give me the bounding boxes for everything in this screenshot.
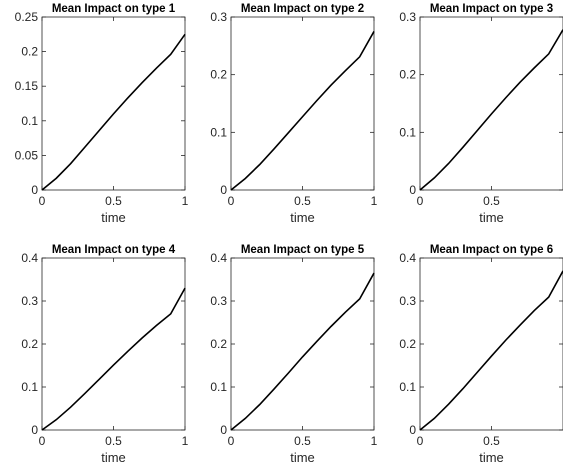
panel-3-ytick-label: 0.1 [399, 125, 416, 139]
panel-6-xtick-label: 0.5 [483, 434, 500, 448]
panel-5-ytick-label: 0.3 [210, 294, 227, 308]
panel-4-xtick-label: 1 [182, 434, 189, 448]
panel-4-ytick-label: 0.2 [21, 337, 38, 351]
panel-5-series-line [230, 272, 375, 431]
panel-4-ytick-label: 0.4 [21, 251, 38, 265]
panel-3-ytick-label: 0 [409, 183, 416, 197]
panel-6-ytick-label: 0.1 [399, 380, 416, 394]
panel-2-xtick-label: 1 [371, 194, 378, 208]
panel-6-ytick-label: 0.4 [399, 251, 416, 265]
panel-2-axes-box [230, 16, 375, 191]
panel-1-ytick-label: 0.15 [15, 79, 39, 93]
panel-6-xtick-label: 0 [417, 434, 424, 448]
panel-5-ytick-label: 0.2 [210, 337, 227, 351]
panel-2-series-line [230, 31, 375, 191]
panel-5-ytick-label: 0.1 [210, 380, 227, 394]
panel-6-series-line [419, 270, 563, 431]
panel-3-title: Mean Impact on type 3 [430, 3, 553, 15]
panel-5-xtick-label: 0 [228, 434, 235, 448]
panel-2-ytick-label: 0.2 [210, 68, 227, 82]
panel-1-axes-box [41, 16, 186, 191]
panel-1-ytick-label: 0.1 [21, 114, 38, 128]
panel-5-xtick-label: 1 [371, 434, 378, 448]
panel-2-xtick-label: 0 [228, 194, 235, 208]
panel-3-series-line [419, 29, 563, 191]
panel-5-ytick-label: 0 [220, 423, 227, 437]
panel-1-ytick-label: 0 [31, 183, 38, 197]
panel-2-ytick-label: 0.1 [210, 125, 227, 139]
panel-4-xtick-label: 0.5 [105, 434, 122, 448]
panel-4-ytick-label: 0.3 [21, 294, 38, 308]
panel-6-ytick-label: 0.3 [399, 294, 416, 308]
panel-3-xtick-label: 0 [417, 194, 424, 208]
panel-5-xlabel: time [290, 450, 315, 465]
panel-4-axes-box [41, 257, 186, 431]
panel-4-ytick-label: 0.1 [21, 380, 38, 394]
panel-2-ytick-label: 0.3 [210, 10, 227, 24]
panel-5-ytick-label: 0.4 [210, 251, 227, 265]
panel-3-axes-box [419, 16, 563, 191]
panel-1-xtick-label: 1 [182, 194, 189, 208]
panel-6-ytick-label: 0 [409, 423, 416, 437]
panel-1-xtick-label: 0.5 [105, 194, 122, 208]
panel-6: 0 0.1 0.2 0.3 0.4 0 0.5 Mean Impact on type 6 ti… [399, 244, 563, 465]
panel-4-xlabel: time [101, 450, 126, 465]
panel-1-ytick-label: 0.05 [15, 148, 39, 162]
panel-4-title: Mean Impact on type 4 [52, 244, 176, 256]
panel-4-ytick-label: 0 [31, 423, 38, 437]
panel-3: 0 0.1 0.2 0.3 0 0.5 Mean Impact on type 3 time [399, 3, 563, 225]
panel-1-ytick-label: 0.2 [21, 45, 38, 59]
panel-1-ytick-label: 0.25 [15, 10, 39, 24]
panel-1-title: Mean Impact on type 1 [52, 3, 176, 15]
panel-4: 0 0.1 0.2 0.3 0.4 0 0.5 1 Mean Impact on type 4 t… [21, 244, 188, 465]
panel-6-title: Mean Impact on type 6 [430, 244, 553, 256]
panel-3-ytick-label: 0.2 [399, 68, 416, 82]
panel-1-series-line [41, 33, 186, 191]
panel-2-ytick-label: 0 [220, 183, 227, 197]
panel-3-ytick-label: 0.3 [399, 10, 416, 24]
panel-1: 0 0.05 0.1 0.15 0.2 0.25 0 0.5 1 Mean Impact on t… [15, 3, 189, 225]
panel-1-xtick-label: 0 [39, 194, 46, 208]
panel-2: 0 0.1 0.2 0.3 0 0.5 1 Mean Impact on type 2 time [210, 3, 377, 225]
panel-6-axes-box [419, 257, 563, 431]
panel-3-xlabel: time [479, 210, 504, 225]
panel-3-xtick-label: 0.5 [483, 194, 500, 208]
panel-5-axes-box [230, 257, 375, 431]
panel-5: 0 0.1 0.2 0.3 0.4 0 0.5 1 Mean Impact on type 5 t… [210, 244, 377, 465]
panel-2-xtick-label: 0.5 [294, 194, 311, 208]
panel-1-xlabel: time [101, 210, 126, 225]
panel-6-xlabel: time [479, 450, 504, 465]
panel-2-xlabel: time [290, 210, 315, 225]
panel-6-ytick-label: 0.2 [399, 337, 416, 351]
panel-5-xtick-label: 0.5 [294, 434, 311, 448]
panel-4-xtick-label: 0 [39, 434, 46, 448]
panel-4-series-line [41, 287, 186, 431]
panel-5-title: Mean Impact on type 5 [241, 244, 365, 256]
panel-2-title: Mean Impact on type 2 [241, 3, 364, 15]
